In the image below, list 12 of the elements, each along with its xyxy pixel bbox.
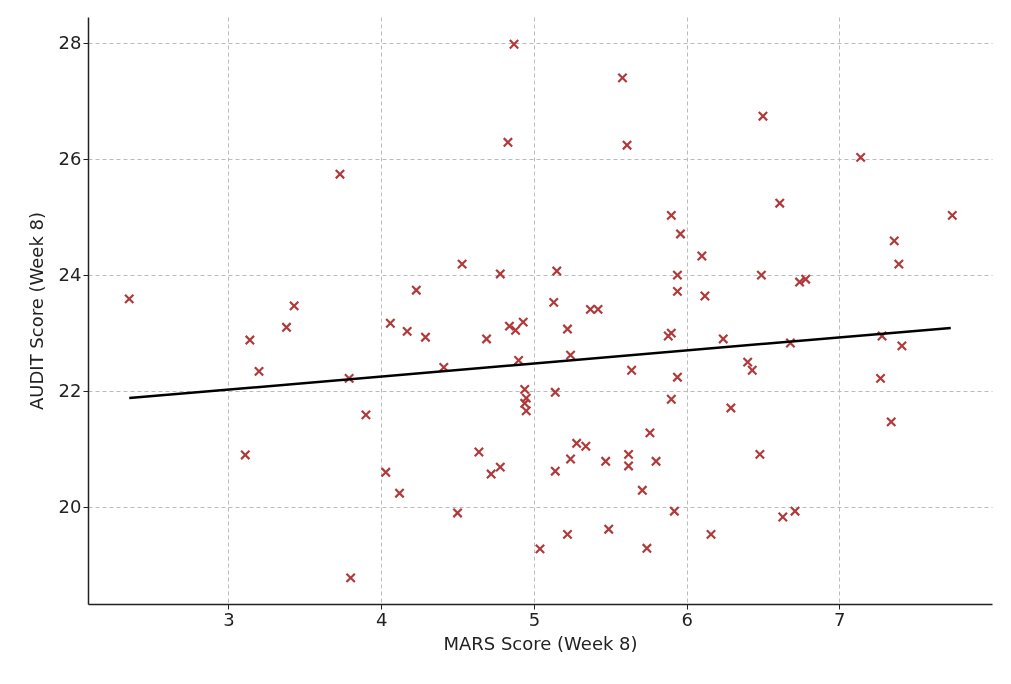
y-tick-label: 28 [58,31,82,53]
y-tick-label: 22 [58,379,82,401]
y-tick-label: 24 [58,263,82,285]
x-tick-label: 7 [834,608,846,630]
x-tick-label: 6 [681,608,693,630]
x-tick-label: 4 [375,608,388,630]
y-axis-title: AUDIT Score (Week 8) [25,211,47,411]
y-tick-label: 20 [58,495,82,517]
x-tick-label: 3 [223,608,235,630]
x-axis-title: MARS Score (Week 8) [443,632,638,654]
y-tick-label: 26 [58,147,82,169]
x-tick-label: 5 [528,608,541,630]
